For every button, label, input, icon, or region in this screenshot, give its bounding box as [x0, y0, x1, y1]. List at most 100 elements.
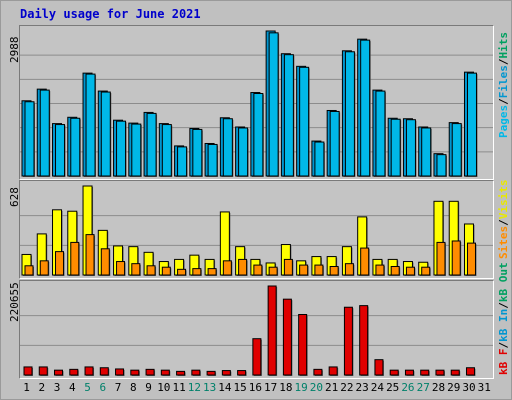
- pages-bar: [253, 93, 264, 177]
- kb-bar: [54, 369, 64, 376]
- x-tick-label: 8: [129, 381, 137, 394]
- visits-ymax-label: 628: [8, 187, 21, 207]
- x-tick-label: 25: [386, 381, 400, 394]
- pages-bar: [146, 112, 157, 177]
- kb-bar: [298, 313, 308, 376]
- pages-bar: [466, 72, 477, 177]
- x-tick-label: 30: [462, 381, 476, 394]
- sites-bar: [116, 261, 126, 276]
- x-tick-label: 17: [264, 381, 278, 394]
- legend-files: Files: [497, 65, 510, 99]
- kb-bar: [267, 285, 277, 376]
- sites-bar: [24, 265, 34, 276]
- pages-bar: [314, 141, 325, 177]
- kbytes-ymax-label: 220655: [8, 282, 21, 322]
- pages-bar: [192, 128, 203, 177]
- legend-kb-f: kB F: [497, 348, 510, 376]
- pages-bar: [207, 143, 218, 177]
- sites-bar: [375, 264, 385, 276]
- pages-bar: [375, 90, 386, 177]
- legend-sites: Sites: [497, 225, 510, 259]
- x-tick-label: 28: [431, 381, 446, 394]
- kb-bar: [130, 369, 140, 376]
- sites-bar: [360, 247, 370, 276]
- hits-panel: [19, 25, 494, 180]
- legend-sep: /: [497, 302, 510, 309]
- kb-bar: [450, 369, 460, 376]
- kb-bar: [191, 369, 201, 376]
- visits-plot: [20, 185, 493, 276]
- sites-bar: [344, 263, 354, 276]
- kbytes-legend: kB F/kB In/kB Out: [497, 262, 510, 375]
- x-tick-label: 16: [248, 381, 262, 394]
- x-tick-label: 12: [187, 381, 201, 394]
- pages-bar: [55, 124, 66, 177]
- x-tick-label: 14: [218, 381, 232, 394]
- x-tick-label: 13: [202, 381, 217, 394]
- pages-bar: [100, 91, 111, 177]
- x-tick-label: 21: [325, 381, 339, 394]
- kb-bar: [84, 366, 94, 376]
- kb-bar: [465, 367, 475, 376]
- kb-bar: [237, 370, 247, 376]
- hits-legend: Pages/Files/Hits: [497, 32, 510, 138]
- sites-bar: [405, 266, 415, 276]
- kb-bar: [69, 368, 79, 376]
- x-tick-label: 2: [38, 381, 46, 394]
- legend-sep: /: [497, 58, 510, 66]
- pages-bar: [299, 66, 310, 177]
- x-tick-label: 23: [355, 381, 369, 394]
- sites-bar: [161, 266, 171, 276]
- pages-bar: [360, 39, 371, 177]
- kb-bar: [359, 305, 369, 376]
- kb-bar: [145, 368, 155, 376]
- hits-ymax-label: 2988: [8, 36, 21, 64]
- sites-bar: [55, 251, 65, 276]
- kb-bar: [435, 369, 445, 376]
- pages-bar: [390, 118, 401, 177]
- x-tick-label: 1: [23, 381, 30, 394]
- x-tick-label: 7: [114, 381, 122, 394]
- pages-bar: [436, 154, 447, 177]
- pages-bar: [116, 120, 127, 177]
- pages-bar: [451, 123, 462, 177]
- legend-sep: /: [497, 219, 510, 226]
- sites-bar: [466, 242, 476, 276]
- sites-bar: [85, 234, 95, 276]
- x-tick-label: 6: [99, 381, 107, 394]
- pages-bar: [268, 32, 279, 177]
- legend-kb-out: kB Out: [497, 262, 510, 303]
- kb-bar: [282, 298, 292, 376]
- sites-bar: [131, 263, 141, 276]
- legend-kb-in: kB In: [497, 308, 510, 342]
- kb-bar: [389, 369, 399, 376]
- pages-bar: [222, 118, 233, 177]
- legend-hits: Hits: [497, 32, 510, 59]
- x-tick-label: 3: [53, 381, 61, 394]
- pages-bar: [131, 123, 142, 177]
- x-tick-label: 29: [447, 381, 461, 394]
- kb-bar: [176, 370, 186, 376]
- sites-bar: [329, 265, 339, 276]
- kbytes-plot: [20, 285, 493, 376]
- pages-bar: [283, 54, 294, 177]
- hits-plot: [20, 30, 493, 178]
- x-axis-labels: 1 2 3 4 5 6 7 8 9 10 11 12 13 14 15 16 17 18 19 20 21 22 23 24 2…: [19, 381, 492, 395]
- sites-bar: [39, 260, 49, 276]
- x-tick-label: 31: [477, 381, 491, 394]
- sites-bar: [253, 264, 263, 276]
- sites-bar: [299, 264, 309, 276]
- sites-bar: [314, 264, 324, 276]
- legend-pages: Pages: [497, 104, 510, 138]
- pages-bar: [405, 119, 416, 177]
- sites-bar: [436, 241, 446, 276]
- kb-bar: [404, 369, 414, 376]
- kb-bar: [38, 366, 48, 376]
- kb-bar: [115, 368, 125, 376]
- x-tick-label: 9: [145, 381, 152, 394]
- sites-bar: [70, 241, 80, 276]
- kbytes-panel: [19, 280, 494, 379]
- x-tick-label: 22: [340, 381, 354, 394]
- pages-bar: [85, 73, 96, 177]
- kb-bar: [221, 370, 231, 376]
